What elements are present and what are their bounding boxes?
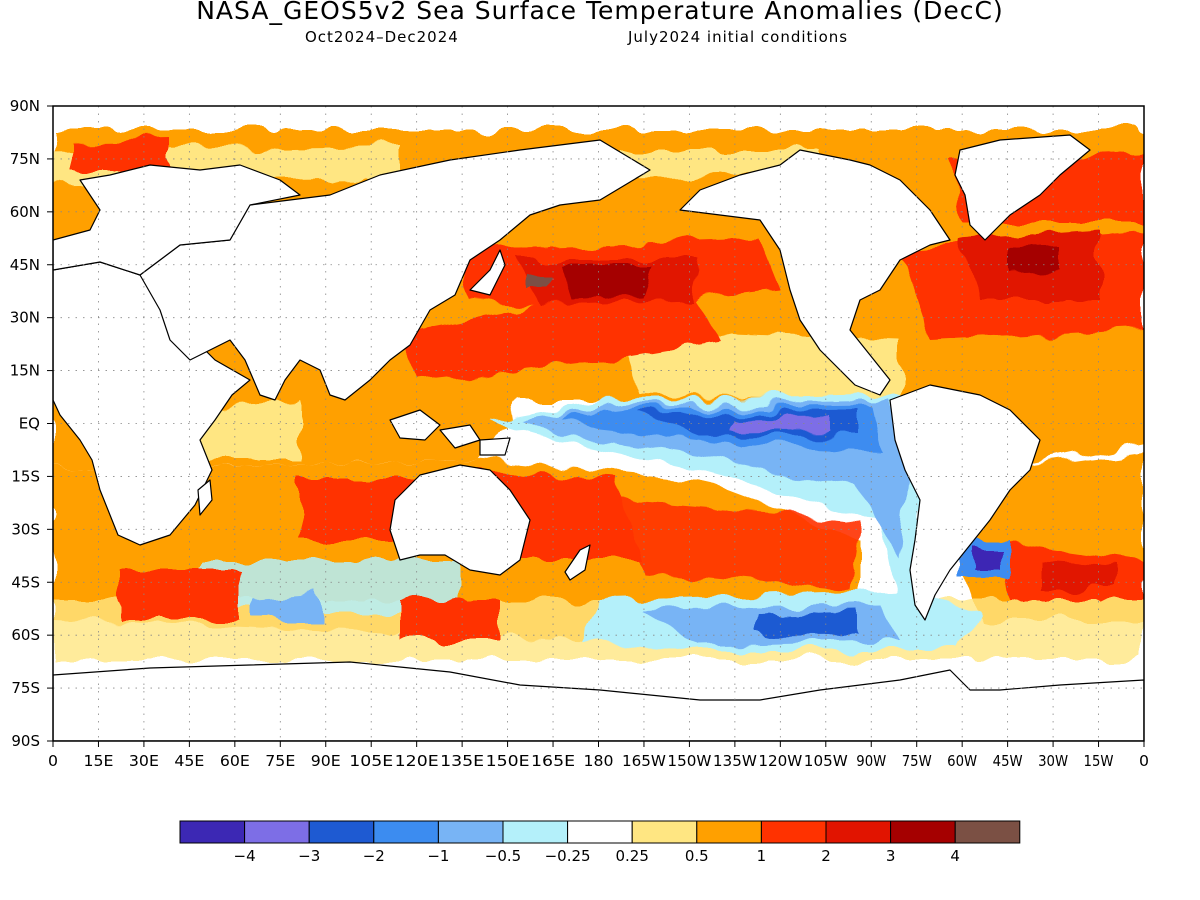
- longitude-tick-label: 120W: [758, 752, 802, 770]
- longitude-tick-label: 15W: [1084, 752, 1114, 770]
- latitude-tick-label: 90S: [11, 732, 40, 750]
- period-subtitle: Oct2024–Dec2024: [305, 28, 459, 46]
- longitude-tick-label: 15E: [83, 752, 113, 770]
- colorbar-swatch: [373, 820, 439, 844]
- map-title: NASA_GEOS5v2 Sea Surface Temperature Ano…: [196, 0, 1004, 25]
- longitude-tick-label: 45W: [993, 752, 1023, 770]
- longitude-tick-label: 150E: [486, 752, 530, 770]
- colorbar-label: 4: [950, 847, 960, 865]
- longitude-tick-label: 165E: [531, 752, 575, 770]
- longitude-tick-label: 105W: [804, 752, 848, 770]
- latitude-tick-label: 45N: [10, 256, 40, 274]
- longitude-tick-label: 150W: [667, 752, 711, 770]
- colorbar-label: −0.5: [485, 847, 521, 865]
- longitude-tick-label: 165W: [622, 752, 666, 770]
- colorbar-label: −4: [234, 847, 256, 865]
- colorbar-swatch: [954, 820, 1021, 844]
- colorbar-swatch: [437, 820, 504, 844]
- colorbar-swatch: [308, 820, 375, 844]
- colorbar-swatch: [502, 820, 569, 844]
- colorbar-label: 0.25: [615, 847, 648, 865]
- colorbar-legend: −4 −3 −2 −1 −0.5 −0.25 0.25 0.5 1 2 3 4: [179, 820, 1021, 865]
- colorbar-label: −1: [427, 847, 449, 865]
- colorbar-swatch: [631, 820, 698, 844]
- coastlines: [53, 134, 1144, 741]
- colorbar-label: −2: [363, 847, 385, 865]
- latitude-tick-label: 75S: [11, 679, 40, 697]
- colorbar-label: 0.5: [685, 847, 709, 865]
- longitude-tick-label: 0: [1139, 752, 1149, 770]
- latitude-tick-label: 90N: [10, 97, 40, 115]
- latitude-tick-label: 30S: [11, 520, 40, 538]
- longitude-tick-label: 75E: [265, 752, 295, 770]
- longitude-tick-label: 60E: [220, 752, 250, 770]
- anomaly-field: [53, 106, 1144, 741]
- longitude-tick-label: 60W: [947, 752, 977, 770]
- longitude-tick-label: 105E: [349, 752, 393, 770]
- latitude-tick-label: 60S: [11, 626, 40, 644]
- colorbar-label: 1: [757, 847, 767, 865]
- latitude-tick-label: 30N: [10, 309, 40, 327]
- colorbar-label: −3: [298, 847, 320, 865]
- colorbar-swatch: [244, 820, 310, 844]
- latitude-tick-label: 15N: [10, 362, 40, 380]
- colorbar-swatch: [760, 820, 827, 844]
- longitude-tick-label: 90E: [311, 752, 341, 770]
- latitude-axis: 90N 75N 60N 45N 30N 15N EQ 15S 30S 45S 60S 75S 90S: [10, 97, 53, 750]
- colorbar-swatch: [179, 820, 246, 844]
- longitude-tick-label: 180: [584, 752, 614, 770]
- longitude-tick-label: 30W: [1038, 752, 1068, 770]
- longitude-tick-label: 135W: [713, 752, 757, 770]
- colorbar-label: 3: [886, 847, 896, 865]
- longitude-tick-label: 120E: [395, 752, 439, 770]
- longitude-axis: 0 15E 30E 45E 60E 75E 90E 105E 120E 135E 150E 165E 1…: [48, 741, 1149, 770]
- latitude-tick-label: EQ: [19, 415, 40, 433]
- latitude-tick-label: 45S: [11, 573, 40, 591]
- colorbar-swatch: [890, 820, 956, 844]
- latitude-tick-label: 60N: [10, 203, 40, 221]
- latitude-tick-label: 75N: [10, 150, 40, 168]
- colorbar-label: 2: [821, 847, 831, 865]
- longitude-tick-label: 0: [48, 752, 58, 770]
- colorbar-swatch: [567, 820, 633, 844]
- colorbar-label: −0.25: [545, 847, 591, 865]
- longitude-tick-label: 30E: [129, 752, 159, 770]
- longitude-tick-label: 75W: [902, 752, 932, 770]
- longitude-tick-label: 135E: [440, 752, 484, 770]
- init-subtitle: July2024 initial conditions: [628, 28, 849, 46]
- colorbar-swatch: [825, 820, 892, 844]
- colorbar-swatch: [696, 820, 762, 844]
- longitude-tick-label: 45E: [174, 752, 204, 770]
- latitude-tick-label: 15S: [11, 467, 40, 485]
- longitude-tick-label: 90W: [856, 752, 886, 770]
- gridlines: [53, 106, 1144, 741]
